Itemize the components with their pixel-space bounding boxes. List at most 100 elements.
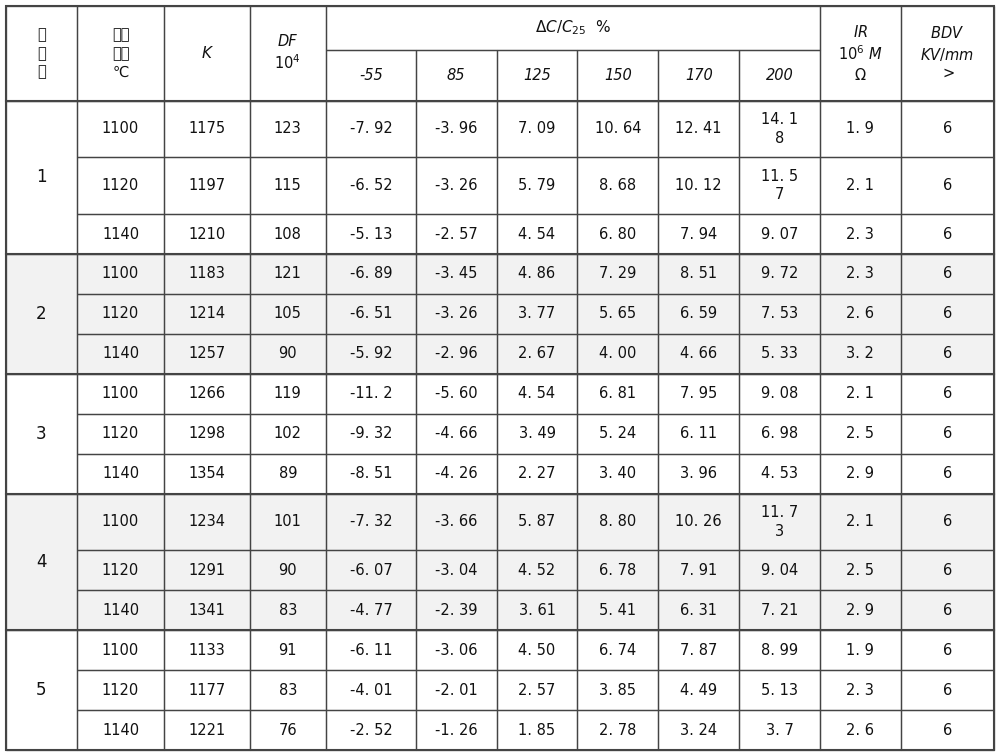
Bar — [658, 334, 739, 373]
Text: -4. 26: -4. 26 — [435, 466, 478, 481]
Text: -6. 07: -6. 07 — [350, 562, 392, 578]
Text: 6: 6 — [943, 515, 952, 529]
Bar — [77, 157, 164, 214]
Bar — [416, 494, 497, 550]
Bar — [416, 710, 497, 750]
Text: -4. 01: -4. 01 — [350, 683, 392, 698]
Bar — [820, 254, 901, 294]
Bar — [416, 214, 497, 254]
Text: $\mathit{IR}$
$\mathit{10^6}$ $\mathit{M}$
$\mathit{\Omega}$: $\mathit{IR}$ $\mathit{10^6}$ $\mathit{M… — [838, 23, 883, 83]
Bar — [77, 550, 164, 590]
Bar — [416, 414, 497, 454]
Text: 6: 6 — [943, 723, 952, 738]
Text: 1183: 1183 — [189, 266, 225, 281]
Bar — [577, 254, 658, 294]
Text: -1. 26: -1. 26 — [435, 723, 478, 738]
Text: 3. 96: 3. 96 — [680, 466, 717, 481]
Bar — [6, 494, 77, 631]
Text: -6. 51: -6. 51 — [350, 306, 392, 321]
Bar — [739, 334, 820, 373]
Text: 11. 7
3: 11. 7 3 — [761, 505, 798, 539]
Bar — [164, 494, 250, 550]
Bar — [820, 6, 901, 101]
Bar — [901, 6, 994, 101]
Bar — [658, 631, 739, 670]
Bar — [577, 157, 658, 214]
Text: 9. 04: 9. 04 — [761, 562, 798, 578]
Text: 5. 87: 5. 87 — [518, 515, 556, 529]
Bar — [326, 101, 416, 157]
Text: 121: 121 — [274, 266, 302, 281]
Bar — [658, 454, 739, 494]
Text: 102: 102 — [274, 426, 302, 442]
Bar — [164, 214, 250, 254]
Text: 1100: 1100 — [102, 386, 139, 401]
Bar — [901, 157, 994, 214]
Bar — [164, 101, 250, 157]
Bar — [326, 214, 416, 254]
Bar — [250, 494, 326, 550]
Text: 1291: 1291 — [188, 562, 226, 578]
Bar — [250, 101, 326, 157]
Bar — [416, 631, 497, 670]
Text: 1. 9: 1. 9 — [846, 122, 874, 136]
Bar — [250, 414, 326, 454]
Bar — [497, 550, 577, 590]
Text: 6: 6 — [943, 386, 952, 401]
Text: 4. 54: 4. 54 — [518, 227, 556, 241]
Bar — [497, 590, 577, 631]
Bar — [250, 550, 326, 590]
Bar — [739, 294, 820, 334]
Text: 6: 6 — [943, 306, 952, 321]
Bar — [658, 590, 739, 631]
Bar — [164, 590, 250, 631]
Text: -2. 96: -2. 96 — [435, 346, 478, 361]
Bar — [164, 254, 250, 294]
Bar — [658, 294, 739, 334]
Bar — [416, 494, 497, 550]
Text: K: K — [202, 46, 212, 60]
Text: -9. 32: -9. 32 — [350, 426, 392, 442]
Text: 2. 5: 2. 5 — [846, 426, 874, 442]
Bar — [901, 590, 994, 631]
Bar — [577, 334, 658, 373]
Bar — [577, 631, 658, 670]
Bar — [820, 101, 901, 157]
Text: 6: 6 — [943, 346, 952, 361]
Text: -3. 66: -3. 66 — [435, 515, 477, 529]
Bar — [739, 101, 820, 157]
Text: 7. 53: 7. 53 — [761, 306, 798, 321]
Bar — [416, 373, 497, 414]
Bar — [739, 334, 820, 373]
Text: 1133: 1133 — [189, 643, 225, 658]
Bar — [658, 254, 739, 294]
Text: 7. 09: 7. 09 — [518, 122, 556, 136]
Text: 2. 1: 2. 1 — [846, 515, 874, 529]
Text: 8. 99: 8. 99 — [761, 643, 798, 658]
Bar — [820, 494, 901, 550]
Text: 3. 24: 3. 24 — [680, 723, 717, 738]
Text: 5. 65: 5. 65 — [599, 306, 636, 321]
Bar — [658, 550, 739, 590]
Text: -5. 13: -5. 13 — [350, 227, 392, 241]
Text: -3. 06: -3. 06 — [435, 643, 477, 658]
Text: 119: 119 — [274, 386, 302, 401]
Text: -2. 01: -2. 01 — [435, 683, 478, 698]
Bar — [820, 670, 901, 710]
Bar — [164, 373, 250, 414]
Bar — [577, 50, 658, 101]
Bar — [820, 254, 901, 294]
Bar — [497, 494, 577, 550]
Bar — [497, 494, 577, 550]
Bar — [901, 550, 994, 590]
Bar — [658, 254, 739, 294]
Text: 8. 68: 8. 68 — [599, 178, 636, 194]
Text: 101: 101 — [274, 515, 302, 529]
Text: 115: 115 — [274, 178, 302, 194]
Bar — [416, 254, 497, 294]
Text: 83: 83 — [279, 683, 297, 698]
Text: 1257: 1257 — [188, 346, 226, 361]
Bar — [250, 6, 326, 101]
Text: 5. 33: 5. 33 — [761, 346, 798, 361]
Text: 1100: 1100 — [102, 266, 139, 281]
